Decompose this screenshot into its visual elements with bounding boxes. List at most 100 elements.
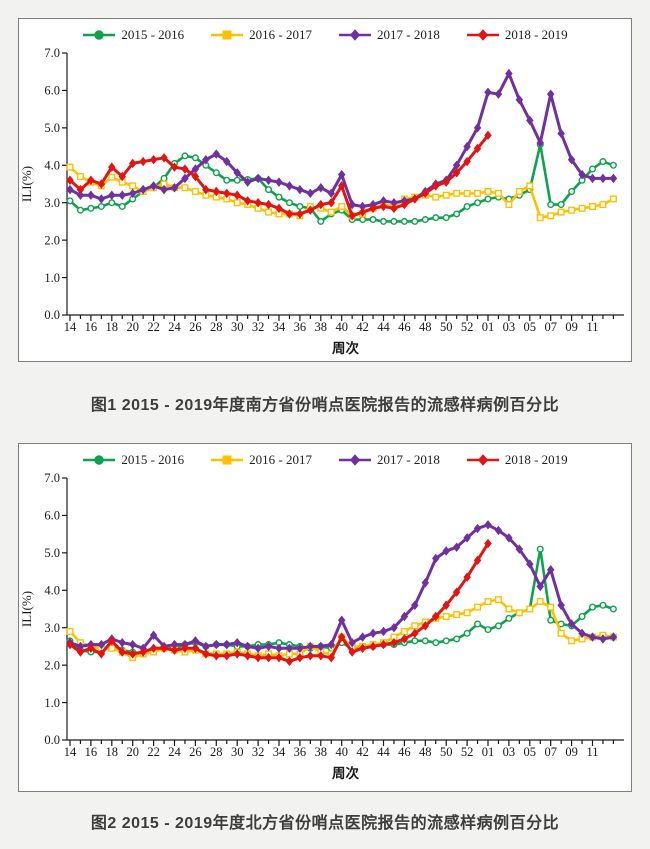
x-tick-label: 16	[84, 745, 97, 759]
x-tick-label: 36	[293, 745, 306, 759]
legend-item-2018-2019: 2018 - 2019	[466, 27, 568, 43]
x-tick-label: 50	[439, 745, 452, 759]
x-tick-label: 40	[335, 320, 348, 334]
legend-marker-icon	[466, 29, 499, 41]
y-tick-label: 3.0	[44, 196, 60, 210]
y-axis-title: ILI(%)	[20, 591, 34, 627]
x-tick-label: 28	[210, 745, 223, 759]
axes	[61, 52, 624, 321]
figure-1-caption: 图1 2015 - 2019年度南方省份哨点医院报告的流感样病例百分比	[90, 396, 560, 414]
x-tick-label: 22	[147, 320, 160, 334]
x-tick-label: 01	[481, 320, 494, 334]
x-tick-label: 07	[544, 320, 557, 334]
series-2017-2018	[65, 68, 617, 212]
legend-label: 2015 - 2016	[121, 452, 185, 467]
y-tick-label: 7.0	[44, 472, 60, 485]
x-tick-label: 03	[502, 745, 515, 759]
x-axis-title: 周次	[332, 765, 359, 781]
x-tick-label: 26	[189, 745, 202, 759]
legend-label: 2018 - 2019	[504, 452, 568, 467]
y-tick-label: 4.0	[44, 158, 60, 172]
x-tick-label: 30	[230, 745, 243, 759]
legend-label: 2016 - 2017	[249, 27, 312, 42]
x-tick-label: 28	[210, 320, 223, 334]
x-tick-label: 16	[84, 320, 97, 334]
x-tick-label: 36	[293, 320, 306, 334]
y-axis-title: ILI(%)	[20, 166, 34, 202]
x-tick-label: 24	[168, 745, 181, 759]
series-2018-2019	[65, 538, 492, 667]
legend-label: 2015 - 2016	[121, 27, 185, 42]
x-tick-label: 32	[251, 320, 264, 334]
x-tick-label: 32	[251, 745, 264, 759]
x-tick-label: 20	[126, 320, 139, 334]
chart-1-legend: 2015 - 2016 2016 - 2017 2017 - 2018 2018 - …	[19, 19, 631, 47]
chart-2-canvas: 0.0 1.0 2.0 3.0 4.0 5.0 6.0 7.0 14 16 18 20 22 24 26 28…	[20, 472, 624, 781]
x-tick-label: 44	[377, 320, 390, 334]
x-tick-label: 14	[63, 320, 76, 334]
x-tick-label: 38	[314, 320, 327, 334]
legend-item-2017-2018: 2017 - 2018	[338, 27, 440, 43]
y-tick-labels: 0.0 1.0 2.0 3.0 4.0 5.0 6.0 7.0	[44, 47, 60, 322]
y-tick-labels: 0.0 1.0 2.0 3.0 4.0 5.0 6.0 7.0	[44, 472, 60, 747]
x-tick-label: 03	[502, 320, 515, 334]
x-tick-label: 05	[523, 320, 536, 334]
x-tick-labels: 14 16 18 20 22 24 26 28 30 32 34 36 38 40 42 44 46 48 50 52…	[63, 745, 598, 759]
x-tick-label: 24	[168, 320, 181, 334]
legend-marker-icon	[83, 455, 116, 465]
x-tick-label: 22	[147, 745, 160, 759]
legend-item-2015-2016: 2015 - 2016	[82, 27, 184, 43]
x-tick-labels: 14 16 18 20 22 24 26 28 30 32 34 36 38 40 42 44 46 48 50 52…	[63, 320, 598, 334]
legend-marker-icon	[211, 30, 244, 40]
y-tick-label: 3.0	[44, 621, 60, 635]
legend-marker-icon	[339, 29, 371, 41]
y-tick-label: 0.0	[44, 308, 60, 322]
legend-item-2018-2019: 2018 - 2019	[466, 452, 568, 468]
y-tick-label: 1.0	[44, 271, 60, 285]
chart-1-canvas: 0.0 1.0 2.0 3.0 4.0 5.0 6.0 7.0 14 16 18 20 22 24 26 28…	[20, 47, 624, 356]
axes	[61, 477, 624, 746]
x-tick-label: 11	[586, 745, 598, 759]
x-tick-label: 05	[523, 745, 536, 759]
x-tick-label: 18	[105, 320, 118, 334]
legend-marker-icon	[466, 454, 499, 466]
x-tick-label: 18	[105, 745, 118, 759]
x-tick-label: 52	[460, 320, 473, 334]
series-2017-2018	[65, 520, 617, 654]
y-tick-label: 7.0	[44, 47, 60, 60]
chart-2-legend: 2015 - 2016 2016 - 2017 2017 - 2018 2018 - …	[19, 444, 631, 472]
x-tick-label: 38	[314, 745, 327, 759]
x-tick-label: 46	[398, 320, 411, 334]
figure-2-panel: 2015 - 2016 2016 - 2017 2017 - 2018 2018 - …	[18, 443, 632, 792]
x-tick-label: 48	[419, 745, 432, 759]
y-tick-label: 1.0	[44, 696, 60, 710]
y-tick-label: 5.0	[44, 546, 60, 560]
legend-label: 2018 - 2019	[504, 27, 568, 42]
legend-marker-icon	[211, 455, 244, 465]
x-tick-label: 20	[126, 745, 139, 759]
x-tick-label: 11	[586, 320, 598, 334]
x-tick-label: 50	[439, 320, 452, 334]
x-tick-label: 42	[356, 745, 369, 759]
x-tick-label: 30	[230, 320, 243, 334]
y-tick-label: 6.0	[44, 509, 60, 523]
figure-2-caption: 图2 2015 - 2019年度北方省份哨点医院报告的流感样病例百分比	[90, 814, 560, 832]
x-tick-label: 42	[356, 320, 369, 334]
legend-item-2016-2017: 2016 - 2017	[210, 452, 312, 468]
x-tick-label: 34	[272, 320, 285, 334]
x-tick-label: 09	[565, 745, 578, 759]
x-tick-label: 26	[189, 320, 202, 334]
x-tick-label: 48	[419, 320, 432, 334]
x-tick-label: 52	[460, 745, 473, 759]
series-2018-2019	[65, 130, 492, 221]
y-tick-label: 5.0	[44, 121, 60, 135]
x-tick-label: 07	[544, 745, 557, 759]
x-axis-title: 周次	[332, 340, 359, 356]
x-tick-label: 09	[565, 320, 578, 334]
x-tick-label: 46	[398, 745, 411, 759]
x-tick-label: 14	[63, 745, 76, 759]
y-tick-label: 0.0	[44, 733, 60, 747]
x-tick-label: 44	[377, 745, 390, 759]
y-tick-label: 4.0	[44, 583, 60, 597]
